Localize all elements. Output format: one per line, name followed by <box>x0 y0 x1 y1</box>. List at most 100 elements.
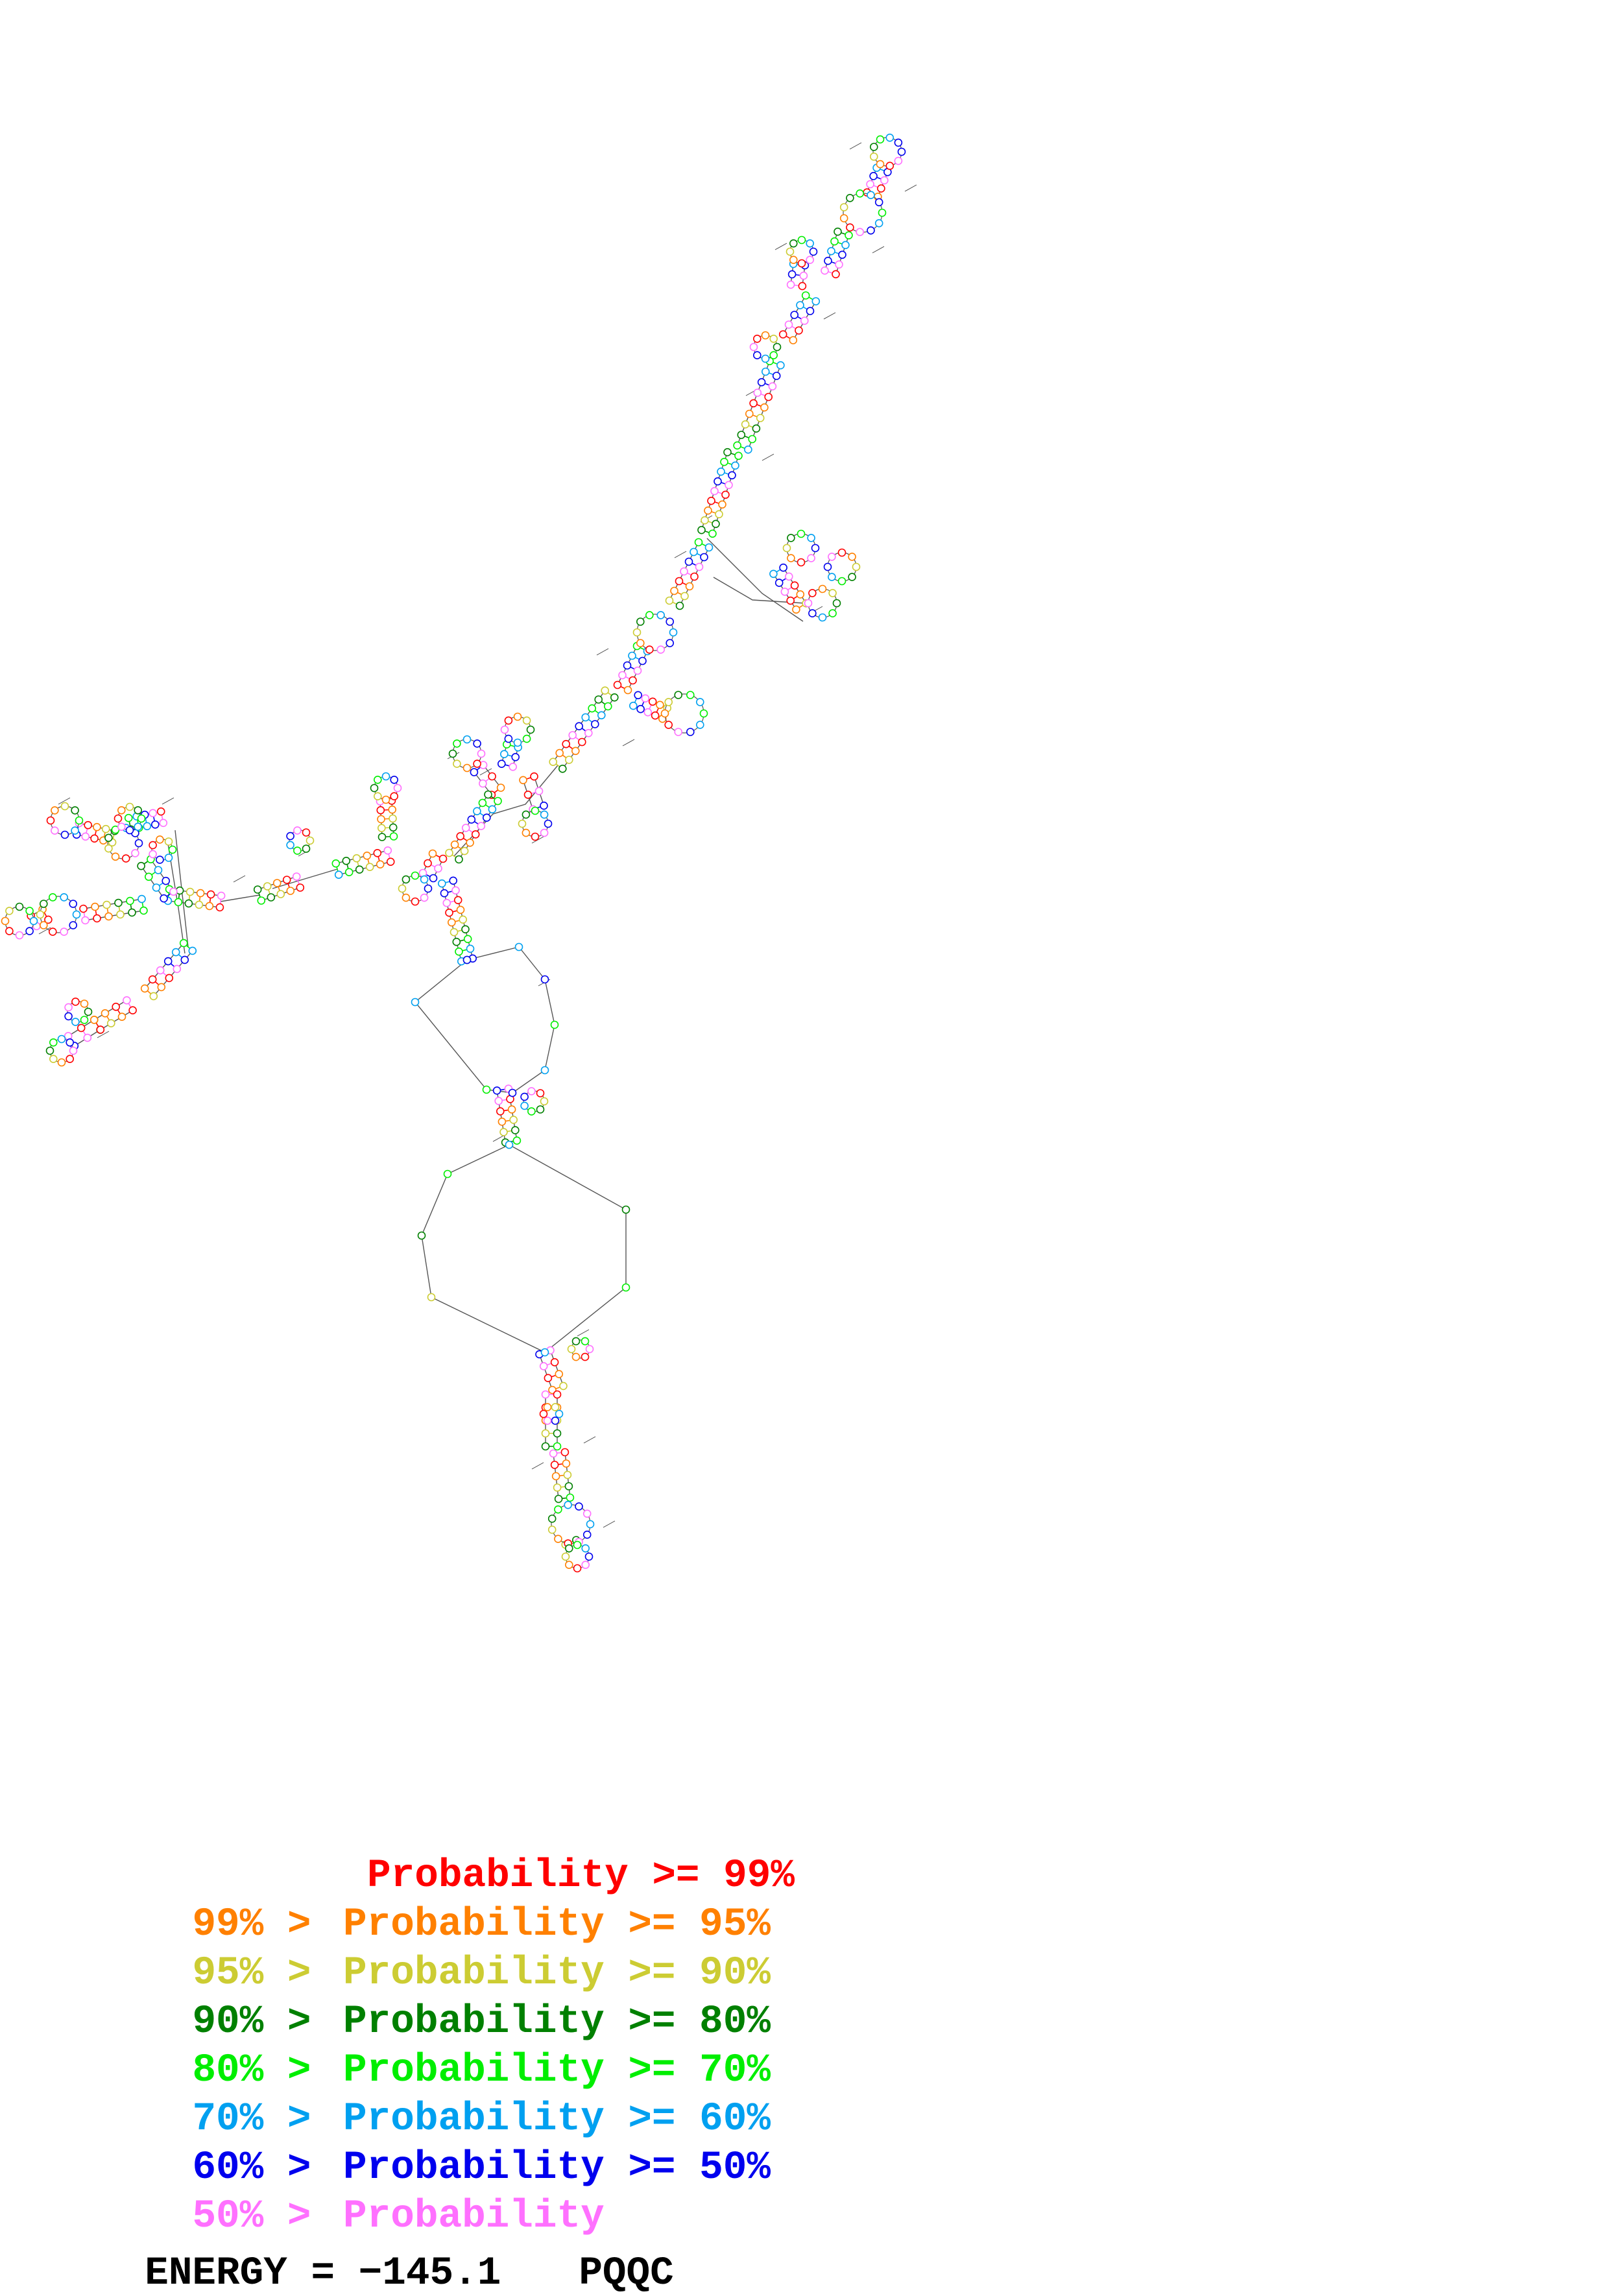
nucleotide <box>473 807 481 815</box>
legend-prefix: 50% > <box>192 2194 311 2239</box>
legend-row: 99% > Probability >= 95% <box>97 1852 771 1998</box>
nucleotide <box>530 772 538 781</box>
nucleotide <box>769 569 778 579</box>
nucleotide <box>806 239 814 248</box>
nucleotide <box>700 553 708 562</box>
nucleotide <box>286 887 295 895</box>
nucleotide <box>558 765 567 773</box>
index-tick <box>849 142 862 150</box>
nucleotide <box>562 739 571 748</box>
nucleotide <box>163 957 173 966</box>
legend-row: Probability >= 99% <box>97 1803 795 1949</box>
nucleotide <box>499 1128 508 1136</box>
nucleotide <box>852 562 861 571</box>
nucleotide <box>522 828 531 837</box>
nucleotide <box>666 617 674 626</box>
nucleotide <box>643 708 653 717</box>
nucleotide <box>440 889 449 898</box>
nucleotide <box>590 720 599 728</box>
nucleotide <box>482 1085 491 1094</box>
nucleotide <box>768 382 777 391</box>
nucleotide <box>674 691 682 699</box>
nucleotide <box>479 779 487 788</box>
nucleotide <box>541 1429 550 1438</box>
nucleotide <box>540 810 549 819</box>
nucleotide <box>798 281 807 291</box>
nucleotide <box>461 925 470 934</box>
nucleotide <box>792 605 800 614</box>
nucleotide <box>710 486 719 496</box>
backbone <box>30 142 917 1553</box>
backbone-segment <box>866 167 878 193</box>
nucleotide <box>806 256 814 265</box>
nucleotide <box>282 876 291 884</box>
nucleotide <box>117 806 126 815</box>
nucleotide <box>116 910 125 919</box>
legend-row: 70% > Probability >= 60% <box>97 2046 771 2192</box>
nucleotide <box>575 1502 583 1511</box>
nucleotide <box>84 1007 93 1016</box>
nucleotide <box>723 448 732 457</box>
nucleotide <box>504 716 513 725</box>
nucleotide <box>509 1116 518 1124</box>
nucleotide <box>93 822 101 831</box>
nucleotide <box>494 1097 503 1105</box>
nucleotide <box>680 567 688 576</box>
nucleotide <box>46 816 55 825</box>
nucleotide <box>547 1525 557 1534</box>
nucleotide <box>467 815 476 824</box>
nucleotide <box>656 611 666 619</box>
sequence-name: PQQC <box>579 2251 674 2296</box>
nucleotide <box>539 1409 548 1418</box>
nucleotide <box>505 1140 514 1149</box>
nucleotide <box>96 1025 105 1034</box>
nucleotide <box>737 431 746 439</box>
nucleotide <box>547 1514 557 1523</box>
nucleotide <box>49 1038 58 1047</box>
legend-prefix: 95% > <box>192 1951 311 1996</box>
nucleotide <box>151 820 160 829</box>
nucleotide <box>450 840 459 849</box>
nucleotide <box>714 477 722 486</box>
index-tick <box>577 1329 590 1337</box>
nucleotide <box>513 712 522 721</box>
nucleotide <box>429 874 438 883</box>
legend-suffix: >= 99% <box>652 1854 795 1898</box>
nucleotide <box>195 900 204 909</box>
nucleotide <box>459 915 468 924</box>
nucleotide <box>184 899 193 908</box>
legend-label: Probability <box>343 1902 605 1947</box>
nucleotide <box>156 855 164 864</box>
nucleotide <box>571 1337 581 1346</box>
nucleotide <box>848 573 856 581</box>
nucleotide <box>482 813 491 822</box>
nucleotide <box>897 147 906 156</box>
nucleotide <box>398 884 407 893</box>
nucleotide <box>531 832 540 841</box>
nucleotide <box>786 596 795 605</box>
nucleotide <box>838 250 846 259</box>
nucleotide <box>45 1046 54 1055</box>
nucleotide <box>674 728 682 736</box>
nucleotide <box>518 819 527 828</box>
nucleotide <box>44 915 53 924</box>
nucleotide <box>573 1540 582 1549</box>
nucleotide <box>500 725 509 734</box>
nucleotide <box>551 1472 560 1481</box>
nucleotide <box>64 1003 73 1012</box>
nucleotide <box>1 916 10 926</box>
nucleotide <box>156 966 165 975</box>
nucleotide <box>131 849 139 857</box>
nucleotide <box>787 554 795 562</box>
backbone-path <box>167 839 186 954</box>
nucleotide <box>704 506 712 515</box>
nucleotide <box>49 893 57 902</box>
nucleotide <box>828 589 837 597</box>
nucleotide <box>567 1345 576 1354</box>
nucleotide <box>584 1552 594 1561</box>
nucleotide <box>779 563 787 572</box>
nucleotide <box>509 763 518 771</box>
index-tick <box>774 243 787 250</box>
nucleotide <box>286 841 294 850</box>
nucleotide <box>286 831 294 841</box>
